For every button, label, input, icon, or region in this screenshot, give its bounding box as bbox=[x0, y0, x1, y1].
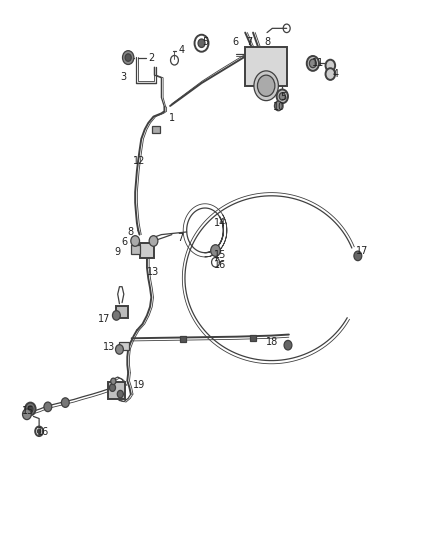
Text: 5: 5 bbox=[202, 37, 208, 47]
Text: 17: 17 bbox=[99, 313, 111, 324]
Text: 19: 19 bbox=[134, 379, 146, 390]
Circle shape bbox=[61, 398, 69, 407]
Circle shape bbox=[22, 409, 31, 419]
Text: 3: 3 bbox=[121, 72, 127, 82]
Text: 17: 17 bbox=[356, 246, 368, 255]
Bar bbox=[140, 243, 154, 258]
Bar bbox=[119, 342, 129, 351]
Circle shape bbox=[325, 68, 335, 80]
Circle shape bbox=[131, 236, 140, 246]
Text: 8: 8 bbox=[264, 37, 270, 47]
Text: 4: 4 bbox=[179, 45, 185, 55]
Circle shape bbox=[25, 402, 35, 415]
Circle shape bbox=[117, 390, 124, 398]
Text: 9: 9 bbox=[115, 247, 121, 257]
Circle shape bbox=[28, 406, 33, 412]
Circle shape bbox=[275, 101, 283, 111]
Text: 8: 8 bbox=[128, 227, 134, 237]
Text: 15: 15 bbox=[21, 406, 34, 416]
Circle shape bbox=[254, 71, 279, 101]
Circle shape bbox=[123, 51, 134, 64]
Bar bbox=[245, 47, 287, 86]
Circle shape bbox=[211, 245, 220, 256]
Bar bbox=[250, 335, 256, 341]
Bar bbox=[108, 382, 125, 399]
Circle shape bbox=[258, 75, 275, 96]
Text: 6: 6 bbox=[233, 37, 239, 47]
Circle shape bbox=[44, 402, 52, 411]
Circle shape bbox=[284, 341, 292, 350]
Circle shape bbox=[307, 56, 319, 71]
Text: 7: 7 bbox=[177, 233, 184, 244]
Circle shape bbox=[309, 59, 316, 68]
Circle shape bbox=[37, 429, 41, 433]
Text: 11: 11 bbox=[312, 59, 325, 68]
Bar bbox=[131, 245, 140, 254]
Text: 4: 4 bbox=[333, 69, 339, 79]
Text: 6: 6 bbox=[122, 237, 128, 247]
Text: 13: 13 bbox=[103, 342, 115, 352]
Bar bbox=[180, 336, 186, 342]
Circle shape bbox=[354, 251, 362, 261]
Circle shape bbox=[149, 236, 158, 246]
Text: 16: 16 bbox=[37, 427, 49, 438]
Circle shape bbox=[110, 384, 116, 391]
Text: 7: 7 bbox=[247, 37, 253, 47]
Text: 10: 10 bbox=[273, 102, 286, 112]
Text: 15: 15 bbox=[214, 250, 226, 260]
Text: 18: 18 bbox=[266, 337, 279, 347]
Circle shape bbox=[125, 54, 131, 61]
Circle shape bbox=[325, 60, 335, 71]
Bar bbox=[152, 126, 159, 133]
Circle shape bbox=[116, 345, 124, 354]
Text: 5: 5 bbox=[280, 92, 287, 102]
Text: 1: 1 bbox=[169, 112, 175, 123]
Circle shape bbox=[198, 39, 205, 47]
Circle shape bbox=[111, 378, 116, 384]
Text: 13: 13 bbox=[146, 267, 159, 277]
Bar bbox=[116, 306, 128, 318]
Circle shape bbox=[277, 90, 288, 103]
Circle shape bbox=[113, 311, 120, 320]
Text: 12: 12 bbox=[133, 156, 146, 166]
Circle shape bbox=[279, 93, 286, 100]
Text: 2: 2 bbox=[148, 53, 155, 62]
Text: 16: 16 bbox=[214, 260, 226, 270]
Text: 14: 14 bbox=[214, 218, 226, 228]
